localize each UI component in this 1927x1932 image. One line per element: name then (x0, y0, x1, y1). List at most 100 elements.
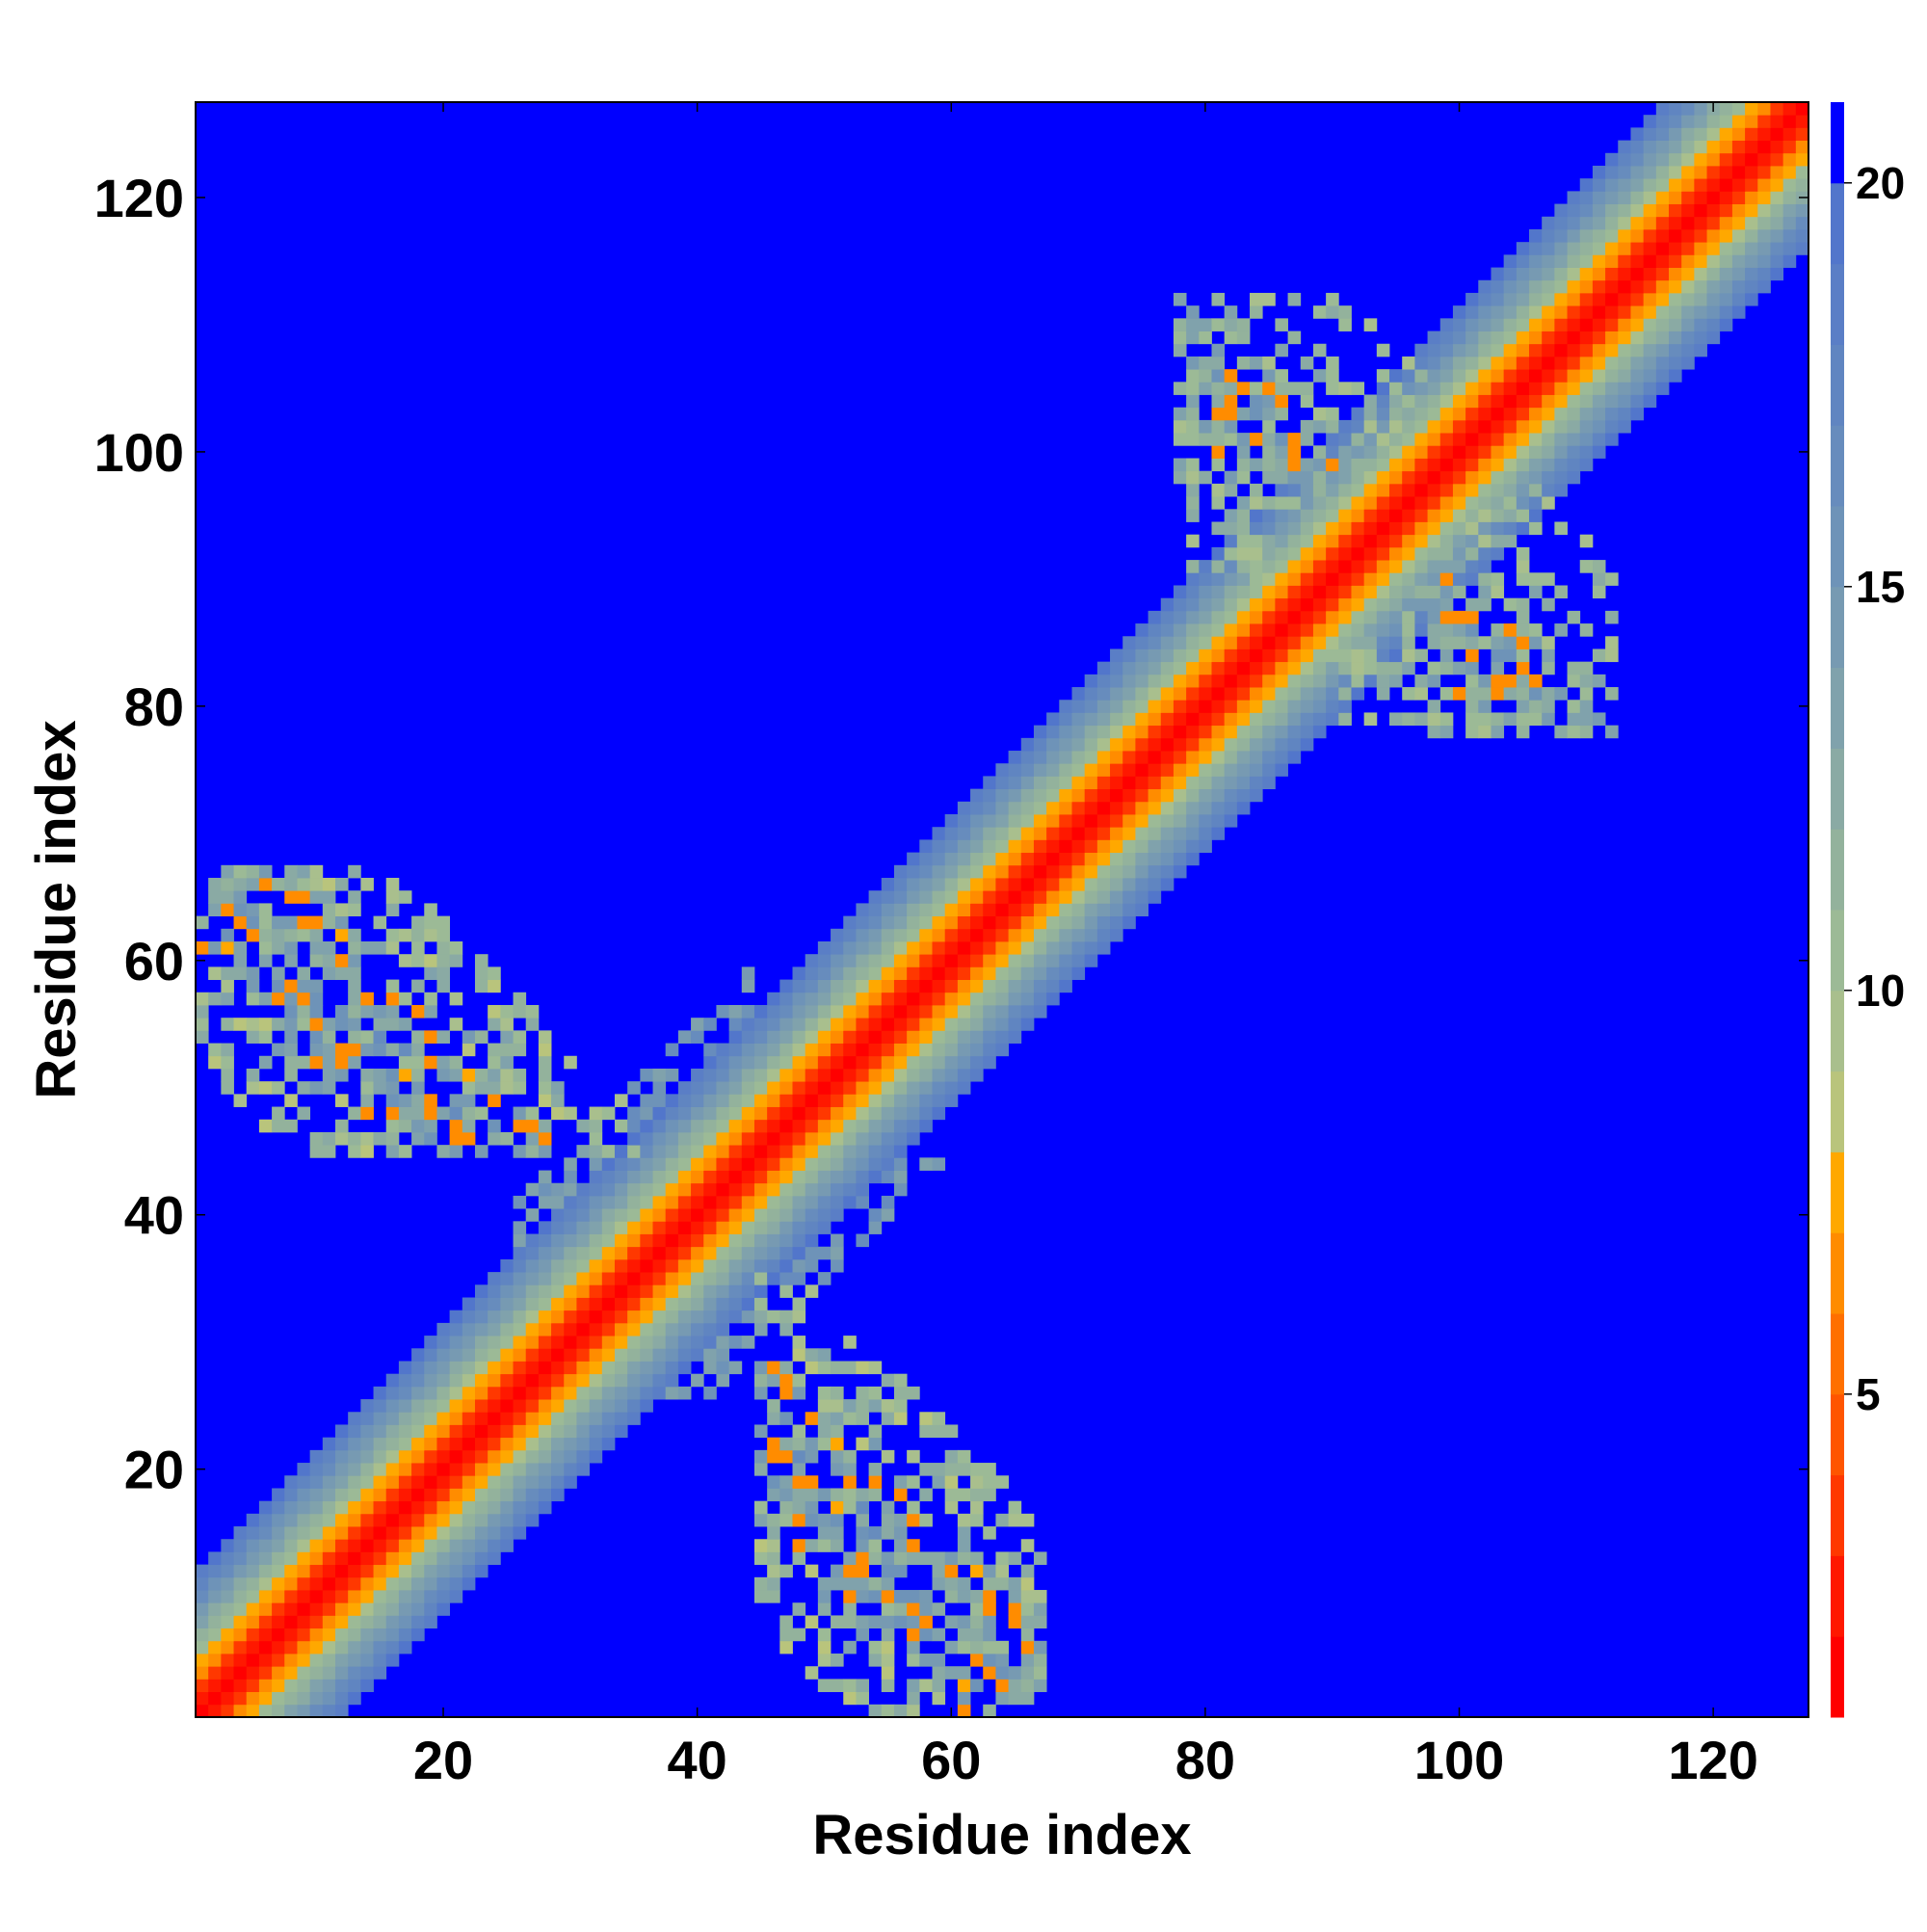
heatmap-cell (474, 1310, 488, 1324)
heatmap-cell (1250, 610, 1263, 624)
heatmap-cell (868, 1043, 883, 1057)
heatmap-cell (284, 1615, 298, 1629)
heatmap-cell (817, 1182, 832, 1197)
heatmap-cell (1465, 292, 1479, 306)
heatmap-cell (272, 1602, 285, 1616)
heatmap-cell (995, 915, 1009, 930)
heatmap-cell (1516, 496, 1530, 510)
heatmap-cell (728, 1106, 743, 1121)
heatmap-cell (843, 1449, 857, 1464)
heatmap-cell (1122, 776, 1136, 790)
heatmap-cell (983, 915, 996, 930)
heatmap-cell (411, 1348, 425, 1362)
heatmap-cell (831, 1195, 844, 1209)
heatmap-cell (868, 1576, 883, 1591)
heatmap-cell (1250, 712, 1263, 727)
heatmap-cell (1275, 572, 1288, 586)
heatmap-cell (500, 1272, 514, 1285)
heatmap-cell (1186, 382, 1200, 395)
heatmap-cell (614, 1399, 628, 1413)
heatmap-cell (513, 992, 527, 1006)
heatmap-cell (373, 1564, 387, 1578)
heatmap-cell (1694, 318, 1707, 331)
heatmap-cell (1096, 852, 1111, 866)
heatmap-cell (360, 1004, 374, 1019)
heatmap-cell (1250, 572, 1263, 586)
heatmap-cell (1148, 776, 1162, 790)
heatmap-cell (1478, 546, 1491, 561)
heatmap-cell (436, 1488, 451, 1502)
heatmap-cell (741, 1336, 755, 1349)
heatmap-cell (1236, 560, 1251, 573)
heatmap-cell (868, 1106, 883, 1121)
heatmap-cell (1592, 419, 1606, 434)
heatmap-cell (309, 1055, 324, 1070)
heatmap-cell (1782, 191, 1797, 204)
heatmap-cell (856, 1386, 869, 1400)
heatmap-cell (627, 1258, 641, 1273)
heatmap-cell (944, 890, 959, 904)
heatmap-cell (767, 1310, 780, 1324)
heatmap-cell (957, 1004, 971, 1019)
heatmap-cell (1351, 509, 1365, 522)
heatmap-cell (627, 1284, 641, 1298)
heatmap-cell (1757, 102, 1771, 116)
heatmap-cell (831, 1615, 857, 1629)
heatmap-cell (1402, 572, 1415, 586)
heatmap-cell (1439, 636, 1466, 649)
heatmap-cell (398, 1361, 412, 1375)
heatmap-cell (1363, 712, 1378, 727)
heatmap-cell (1554, 470, 1568, 485)
heatmap-cell (1731, 216, 1746, 230)
heatmap-cell (1020, 1590, 1047, 1603)
heatmap-cell (1516, 279, 1530, 294)
heatmap-cell (284, 1539, 298, 1552)
heatmap-cell (1745, 279, 1758, 294)
heatmap-cell (817, 1081, 832, 1095)
heatmap-cell (1275, 394, 1288, 409)
heatmap-cell (246, 1081, 260, 1095)
heatmap-cell (462, 1513, 476, 1527)
heatmap-cell (779, 1640, 793, 1654)
heatmap-cell (424, 1399, 437, 1413)
heatmap-cell (792, 1119, 806, 1133)
heatmap-cell (792, 1602, 806, 1616)
heatmap-cell (1414, 687, 1428, 701)
heatmap-cell (1250, 585, 1263, 599)
heatmap-cell (881, 903, 895, 916)
heatmap-cell (703, 1170, 717, 1184)
heatmap-cell (944, 1500, 959, 1515)
heatmap-cell (893, 992, 908, 1006)
heatmap-cell (1008, 1666, 1022, 1680)
heatmap-cell (398, 1399, 412, 1413)
heatmap-cell (1275, 712, 1288, 727)
heatmap-cell (1706, 152, 1721, 167)
heatmap-cell (1250, 394, 1263, 409)
heatmap-cell (525, 1500, 540, 1515)
heatmap-cell (1681, 140, 1695, 154)
heatmap-cell (488, 1386, 501, 1400)
heatmap-cell (500, 1539, 514, 1552)
heatmap-cell (741, 1182, 755, 1197)
heatmap-cell (1669, 305, 1682, 319)
heatmap-cell (995, 1691, 1009, 1706)
heatmap-cell (551, 1081, 565, 1095)
heatmap-cell (1465, 458, 1479, 472)
heatmap-cell (983, 1602, 996, 1616)
heatmap-cell (1731, 267, 1746, 281)
heatmap-cell (868, 1475, 883, 1489)
heatmap-cell (627, 1361, 641, 1375)
heatmap-cell (1326, 687, 1339, 701)
heatmap-cell (614, 1412, 628, 1425)
heatmap-cell (1491, 394, 1505, 409)
heatmap-cell (1338, 572, 1352, 586)
heatmap-cell (919, 1157, 933, 1171)
heatmap-cell (309, 1628, 324, 1642)
heatmap-cell (652, 1348, 667, 1362)
heatmap-cell (1186, 483, 1200, 497)
heatmap-cell (513, 1361, 527, 1375)
heatmap-cell (424, 1348, 437, 1362)
heatmap-cell (677, 1336, 692, 1349)
heatmap-cell (1135, 788, 1148, 803)
heatmap-cell (1160, 878, 1175, 891)
